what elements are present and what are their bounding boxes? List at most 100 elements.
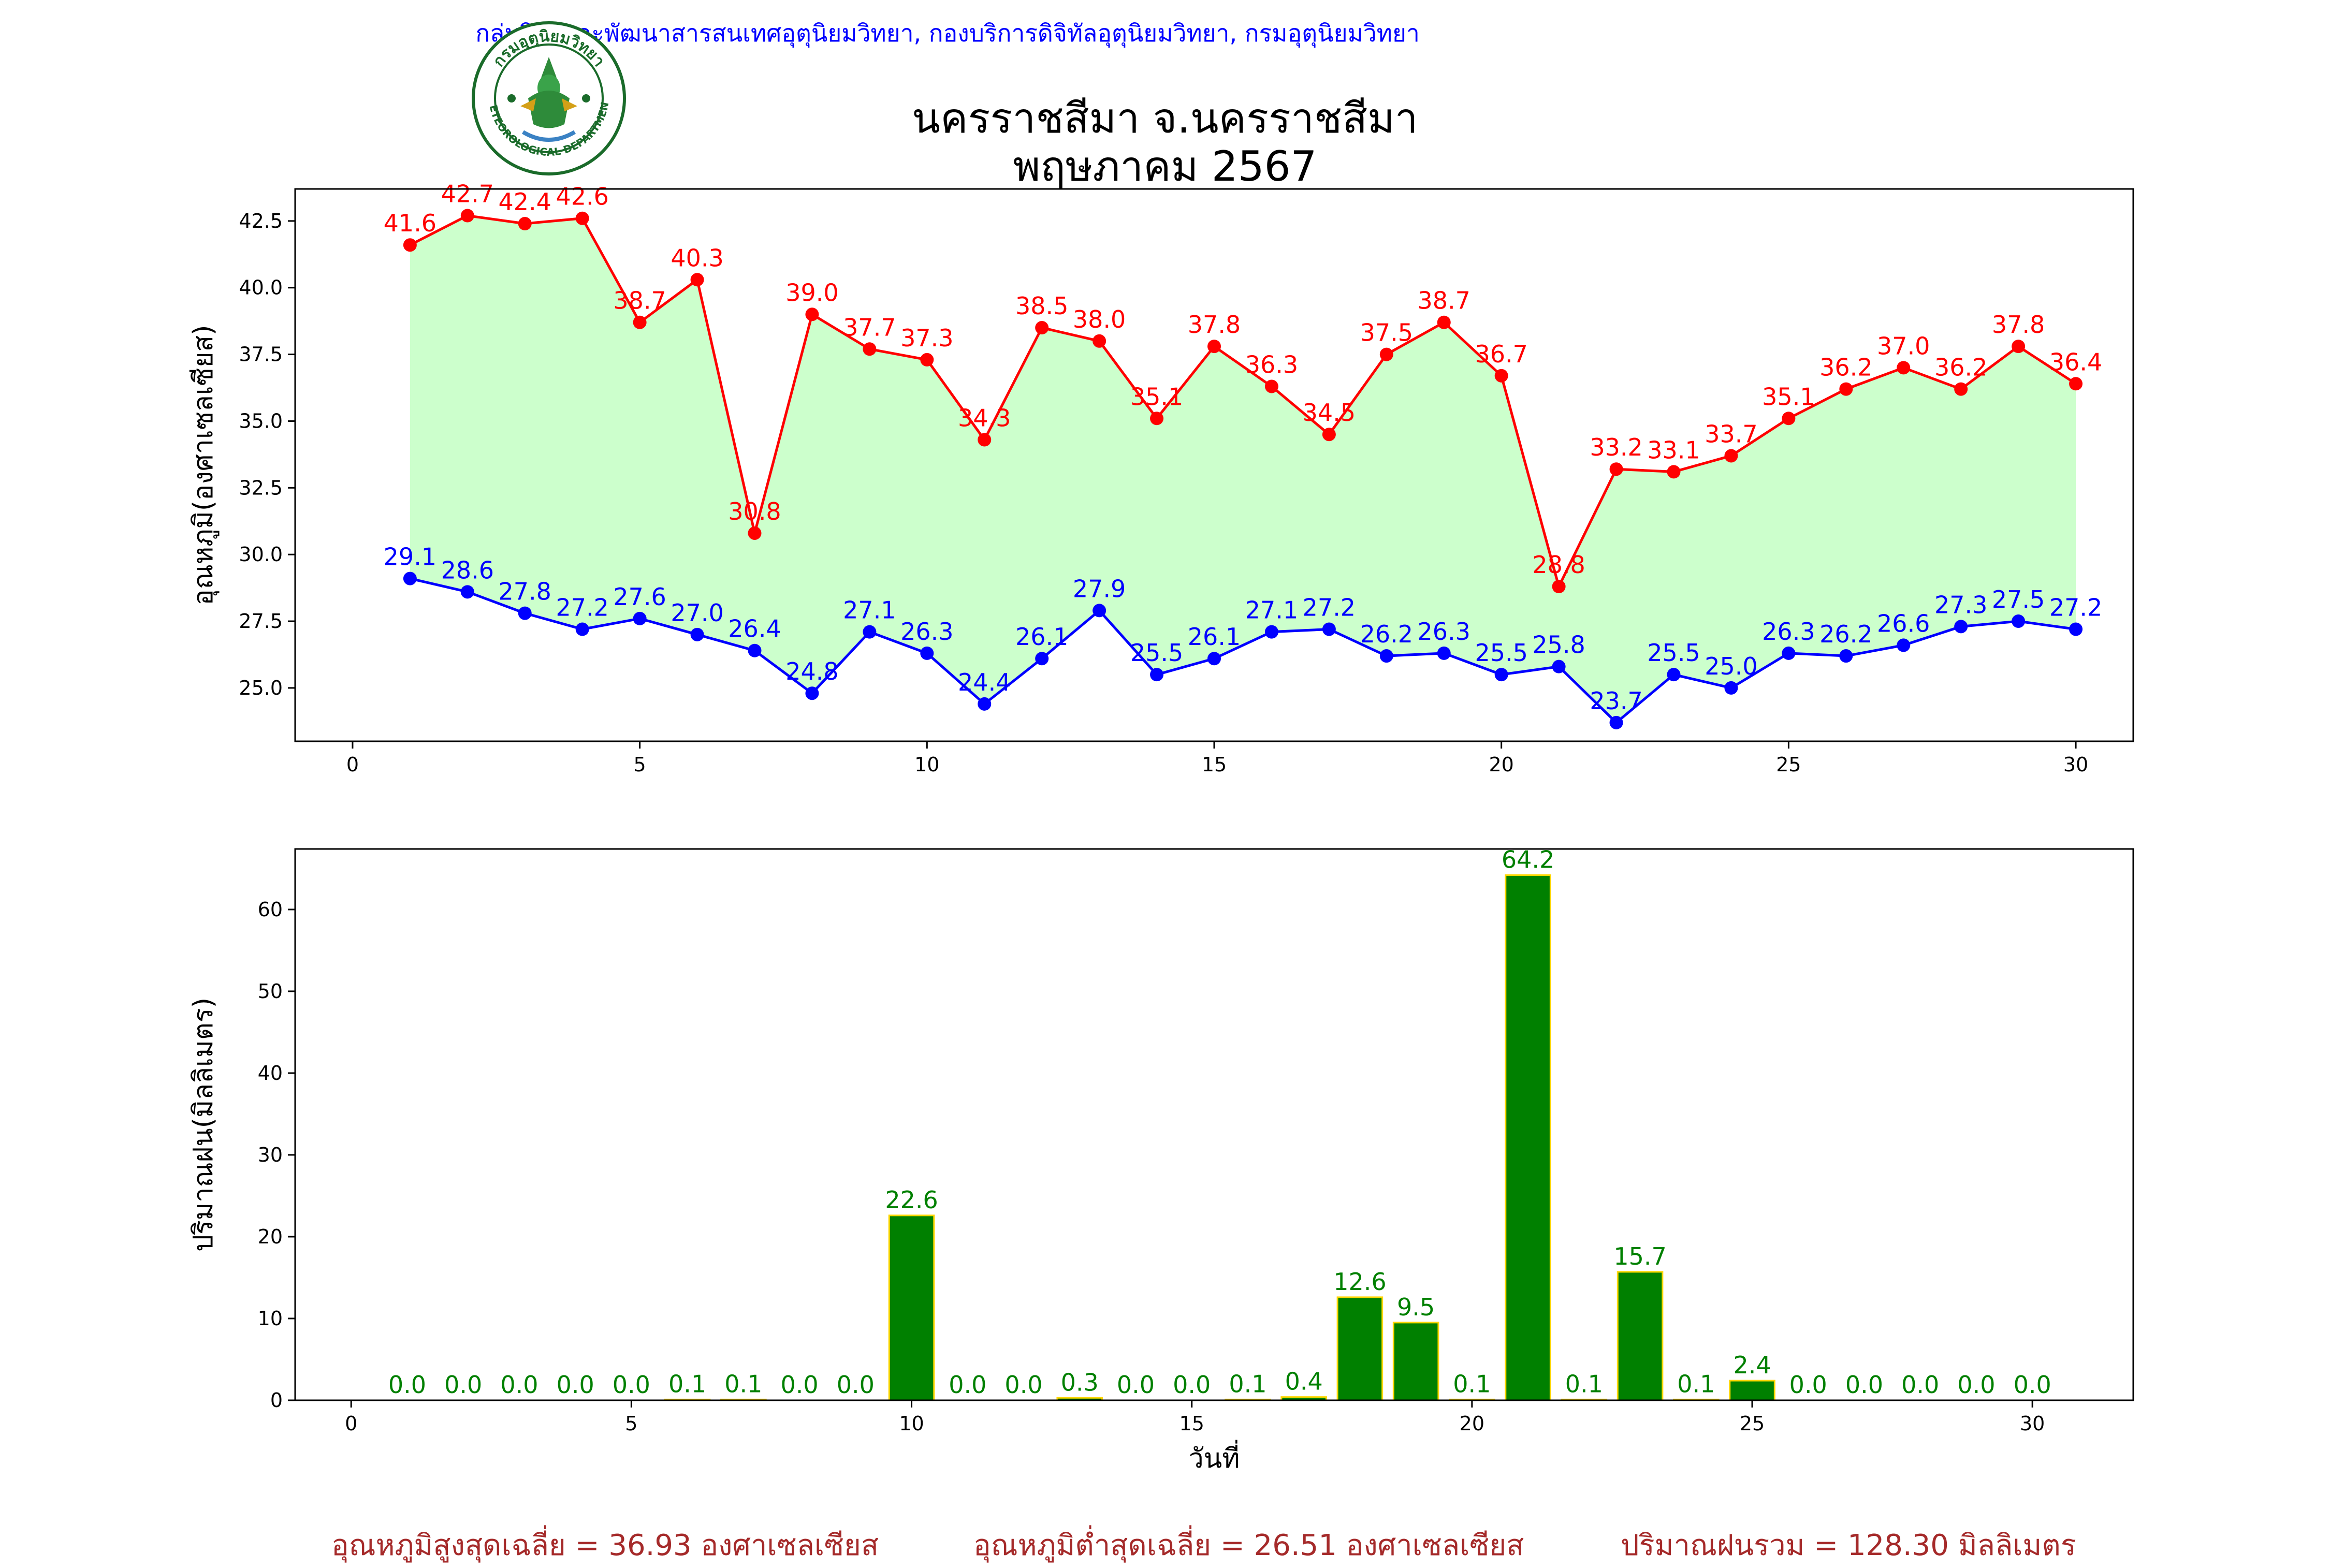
- rain-data-label: 0.1: [1453, 1370, 1491, 1398]
- max-temp-point: [1552, 580, 1566, 594]
- x-tick-label: 15: [1179, 1412, 1204, 1435]
- meteorological-department-logo: กรมอุตุนิยมวิทยา METEOROLOGICAL DEPARTME…: [471, 21, 626, 175]
- x-tick-label: 25: [1776, 753, 1801, 776]
- max-temp-data-label: 40.3: [671, 244, 723, 272]
- max-temp-point: [748, 526, 762, 540]
- max-temp-point: [1609, 462, 1623, 476]
- x-tick-label: 10: [914, 753, 939, 776]
- min-temp-data-label: 25.8: [1532, 631, 1585, 659]
- rain-data-label: 0.0: [500, 1371, 538, 1399]
- max-temp-point: [633, 315, 647, 329]
- max-temp-point: [403, 238, 417, 252]
- rain-data-label: 0.0: [1901, 1371, 1939, 1399]
- min-temp-data-label: 24.8: [785, 657, 838, 685]
- max-temp-point: [1897, 361, 1911, 375]
- y-tick-label: 30.0: [239, 543, 283, 566]
- x-tick-label: 5: [625, 1412, 637, 1435]
- max-temp-data-label: 28.8: [1532, 551, 1585, 579]
- min-temp-line: [410, 577, 2076, 725]
- rain-bar: [1505, 874, 1551, 1401]
- min-temp-point: [1609, 715, 1623, 729]
- max-temp-data-label: 37.3: [900, 324, 953, 352]
- min-temp-point: [978, 697, 992, 711]
- min-temp-data-label: 27.2: [556, 594, 608, 622]
- max-temp-data-label: 37.8: [1188, 311, 1241, 339]
- min-temp-point: [2012, 614, 2026, 628]
- min-temp-data-label: 27.3: [1934, 591, 1987, 619]
- min-temp-data-label: 27.8: [499, 578, 551, 606]
- rain-bar: [1729, 1380, 1775, 1401]
- max-temp-point: [863, 342, 877, 356]
- rain-data-label: 12.6: [1333, 1268, 1386, 1296]
- rain-data-label: 0.0: [1173, 1371, 1211, 1399]
- rain-data-label: 0.0: [949, 1371, 986, 1399]
- rain-data-label: 0.1: [1677, 1370, 1715, 1398]
- rainfall-chart: 0.0 0.0 0.0 0.0 0.0 0.1 0.1 0.0 0.0 22.6 0.0 0.0 0.3…: [188, 846, 2134, 1474]
- y-axis-label: อุณหภูมิ(องศาเซลเซียส): [188, 325, 220, 606]
- rain-data-label: 0.0: [1004, 1371, 1042, 1399]
- rain-data-label: 22.6: [885, 1186, 938, 1214]
- min-temp-data-label: 24.4: [958, 668, 1011, 696]
- min-temp-point: [920, 646, 934, 660]
- min-temp-data-label: 27.2: [2049, 594, 2102, 622]
- max-temp-data-label: 42.6: [556, 183, 608, 211]
- avg-max-temp-stat: อุณหภูมิสูงสุดเฉลี่ย = 36.93 องศาเซลเซีย…: [331, 1529, 879, 1562]
- max-temp-data-label: 42.4: [499, 188, 551, 216]
- max-temp-point: [1724, 449, 1738, 463]
- x-tick-label: 25: [1740, 1412, 1765, 1435]
- max-temp-data-label: 33.7: [1705, 420, 1757, 448]
- max-temp-point: [575, 211, 589, 225]
- max-temp-point: [1954, 382, 1968, 396]
- max-temp-point: [1322, 428, 1336, 442]
- min-temp-data-label: 26.3: [900, 618, 953, 646]
- min-temp-point: [1207, 652, 1221, 666]
- max-temp-point: [518, 217, 532, 231]
- max-temp-data-label: 37.7: [843, 313, 896, 341]
- max-temp-data-label: 38.5: [1015, 292, 1068, 320]
- max-temp-data-label: 36.3: [1245, 350, 1298, 378]
- y-tick-label: 42.5: [239, 210, 283, 232]
- rain-data-label: 0.1: [1565, 1370, 1603, 1398]
- max-temp-point: [978, 433, 992, 447]
- rain-data-label: 0.0: [1117, 1371, 1155, 1399]
- x-tick-label: 0: [345, 1412, 357, 1435]
- max-temp-data-label: 38.7: [613, 287, 666, 315]
- rain-data-label: 0.0: [1789, 1371, 1827, 1399]
- rain-data-label: 0.1: [724, 1370, 762, 1398]
- max-temp-data-label: 33.2: [1590, 433, 1642, 461]
- total-rain-stat: ปริมาณฝนรวม = 128.30 มิลลิเมตร: [1621, 1529, 2076, 1562]
- max-temp-point: [2012, 340, 2026, 354]
- min-temp-data-label: 27.1: [1245, 596, 1298, 624]
- min-temp-point: [1494, 668, 1508, 682]
- rain-data-label: 0.0: [557, 1371, 594, 1399]
- min-temp-data-label: 27.6: [613, 583, 666, 611]
- min-temp-data-label: 27.2: [1303, 594, 1356, 622]
- min-temp-data-label: 26.1: [1015, 623, 1068, 651]
- max-temp-point: [1437, 315, 1451, 329]
- min-temp-data-label: 26.1: [1188, 623, 1241, 651]
- y-tick-label: 10: [258, 1307, 283, 1330]
- y-tick-label: 25.0: [239, 677, 283, 699]
- max-temp-data-label: 34.3: [958, 404, 1011, 432]
- rain-bar: [1617, 1271, 1664, 1401]
- min-temp-point: [575, 622, 589, 636]
- y-tick-label: 27.5: [239, 610, 283, 633]
- max-temp-point: [1207, 340, 1221, 354]
- min-temp-point: [690, 627, 704, 641]
- min-temp-point: [805, 686, 819, 700]
- min-temp-data-label: 28.6: [441, 556, 494, 584]
- max-temp-point: [690, 273, 704, 287]
- rain-data-label: 0.1: [1229, 1370, 1266, 1398]
- max-temp-point: [1379, 347, 1393, 361]
- max-temp-point: [1494, 369, 1508, 383]
- max-temp-data-label: 38.0: [1073, 305, 1126, 333]
- min-temp-data-label: 26.2: [1360, 620, 1413, 648]
- min-temp-data-label: 27.0: [671, 599, 723, 627]
- min-temp-point: [1379, 649, 1393, 663]
- min-temp-point: [1782, 646, 1796, 660]
- max-temp-data-label: 38.7: [1418, 287, 1470, 315]
- x-tick-label: 15: [1202, 753, 1227, 776]
- header-credit: กลุ่มวิจัยและพัฒนาสารสนเทศอุตุนิยมวิทยา,…: [475, 19, 1420, 47]
- temperature-chart: 41.642.7 42.4 42.638.740.330.839.037.7 37.3…: [188, 180, 2134, 776]
